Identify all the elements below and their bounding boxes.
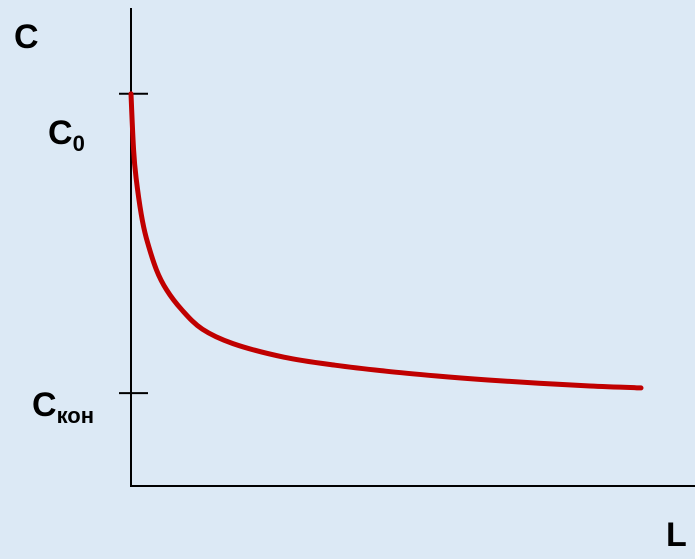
- y-axis-label: C: [14, 18, 39, 56]
- y-tick-label-subscript-0: кон: [57, 403, 94, 428]
- y-tick-label-subscript-1: 0: [73, 131, 85, 156]
- y-tick-label-0: Cкон: [32, 386, 94, 428]
- y-tick-label-main-1: C: [48, 114, 73, 152]
- series-layer: [128, 91, 644, 391]
- y-tick-label-main-0: C: [32, 386, 57, 424]
- y-tick-label-1: C0: [48, 114, 85, 156]
- x-axis-label: L: [666, 516, 687, 554]
- series-line-0: [128, 91, 644, 391]
- axes: [130, 8, 695, 487]
